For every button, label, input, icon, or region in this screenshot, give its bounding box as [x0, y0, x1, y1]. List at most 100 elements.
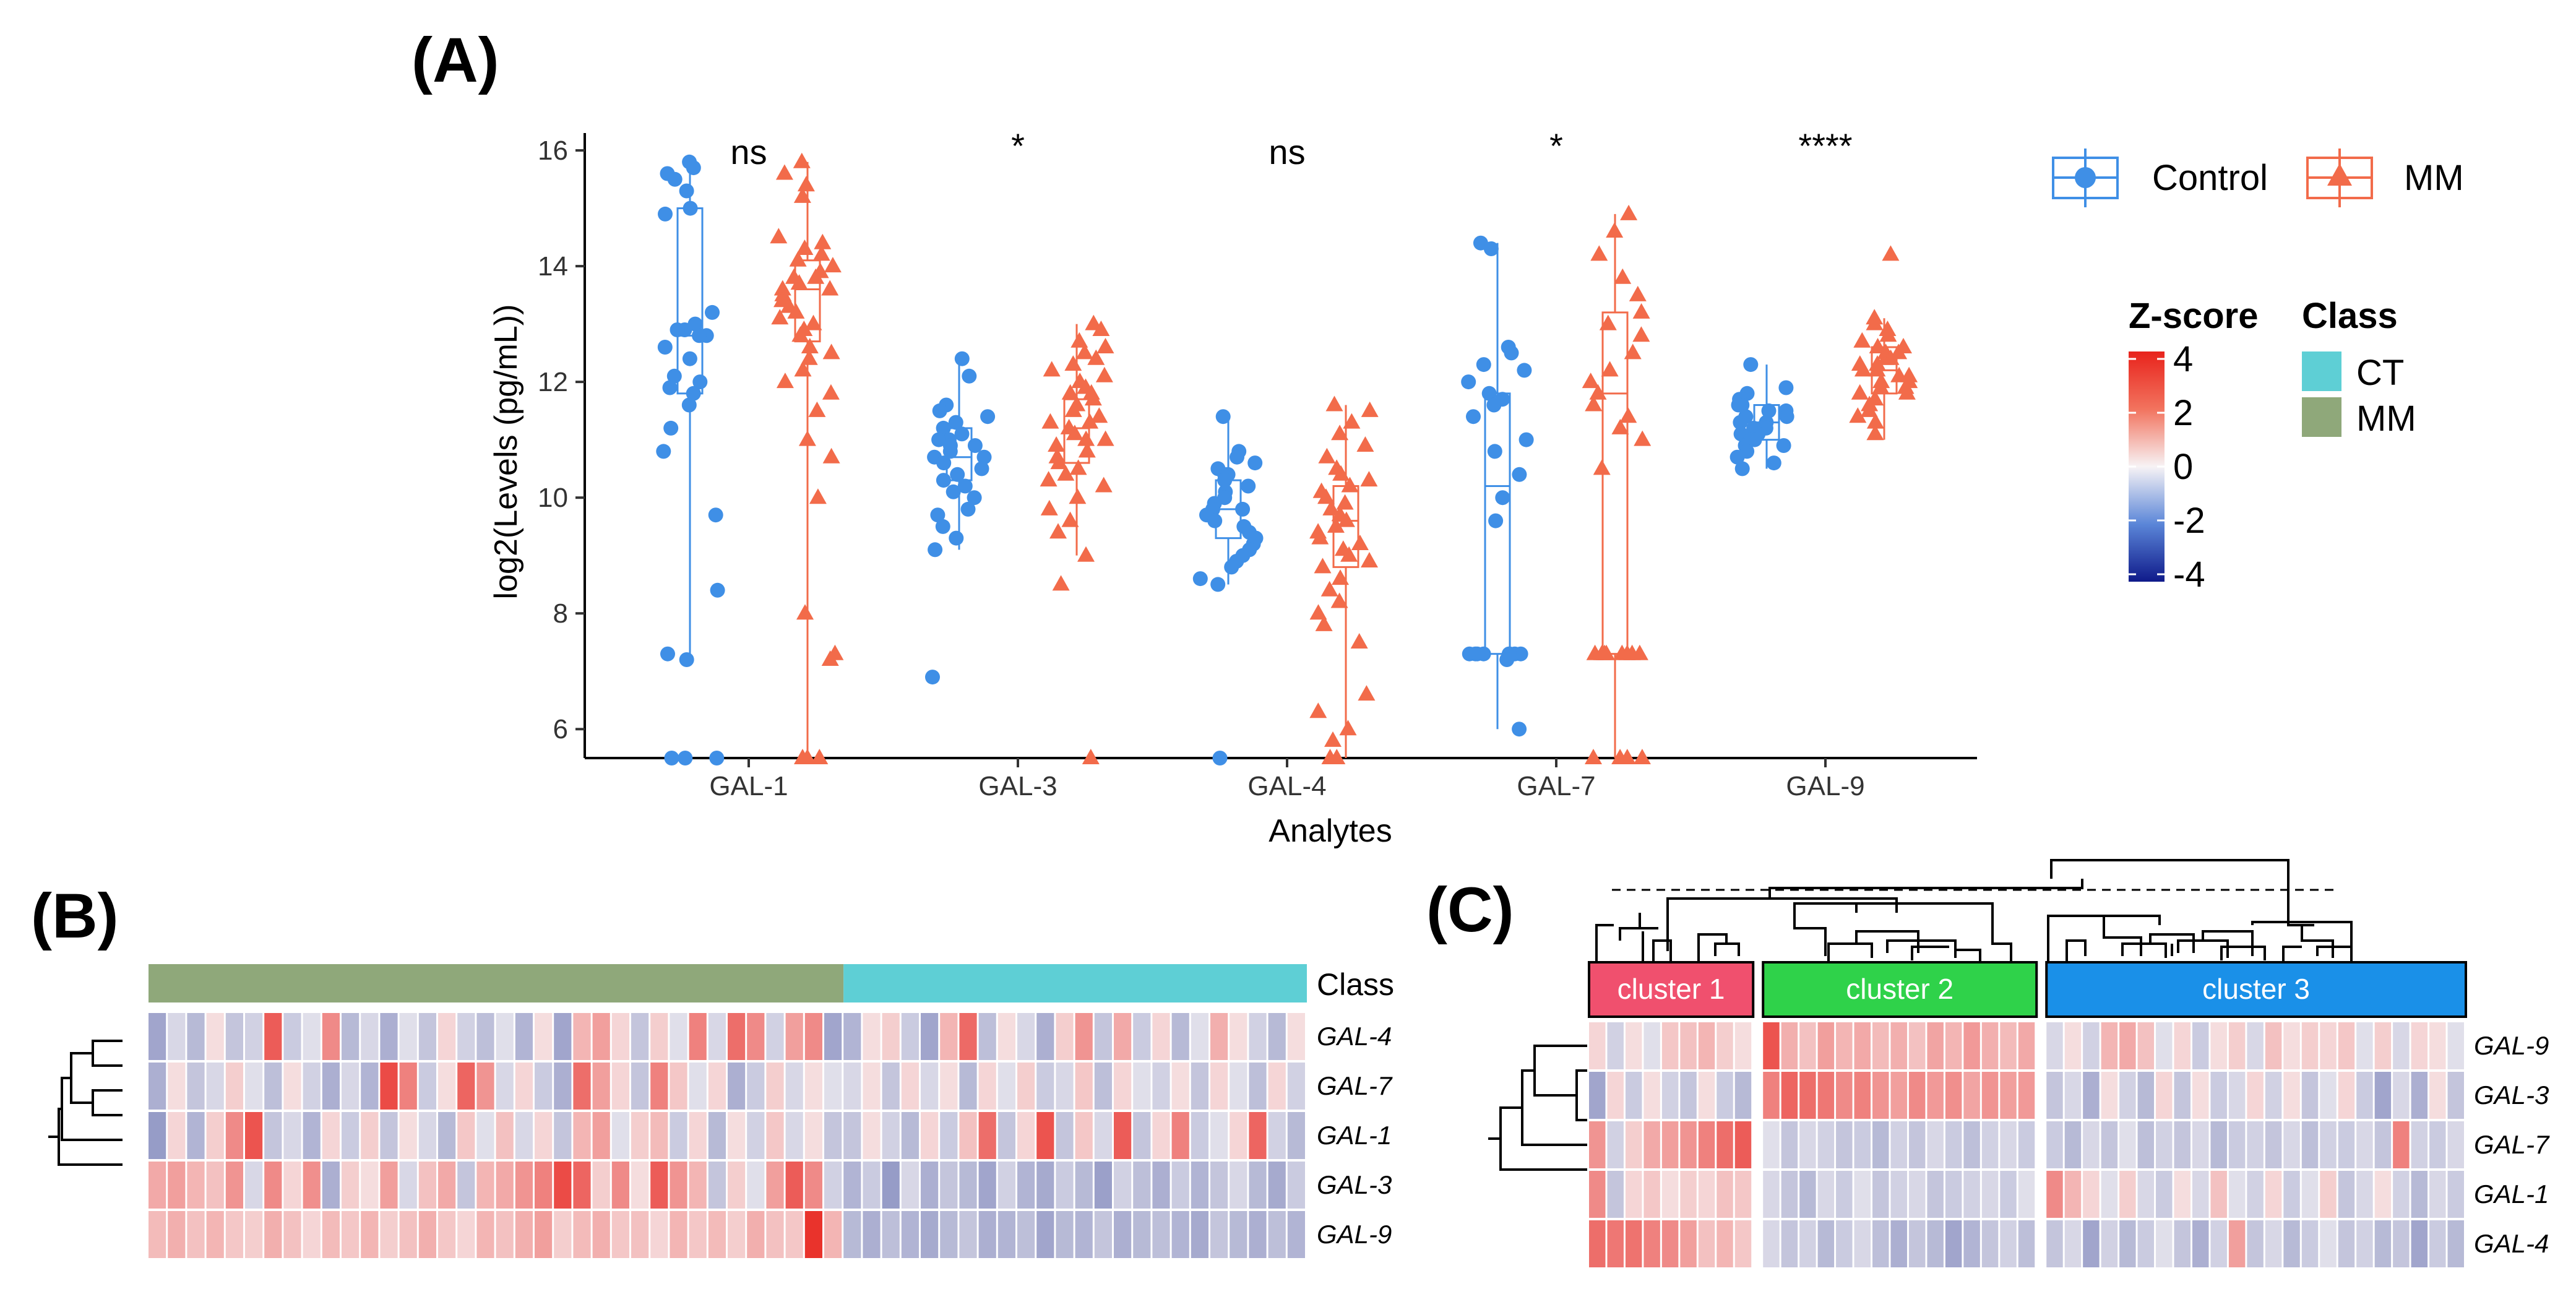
heatmap-c-cell	[2192, 1121, 2209, 1168]
heatmap-c-cell	[1680, 1220, 1697, 1267]
heatmap-b-cell	[592, 1211, 610, 1258]
point-mm	[1077, 546, 1095, 562]
heatmap-c-row-label: GAL-4	[2474, 1229, 2549, 1258]
heatmap-c-cell	[2301, 1220, 2319, 1267]
heatmap-c-cell	[1927, 1022, 1944, 1069]
point-control	[692, 374, 708, 390]
point-mm	[1593, 644, 1611, 660]
point-control	[967, 438, 983, 453]
heatmap-b-cell	[1114, 1211, 1132, 1258]
heatmap-c-cell	[2356, 1072, 2373, 1119]
heatmap-b-cell	[901, 1112, 919, 1159]
heatmap-c-cell	[2283, 1121, 2300, 1168]
heatmap-b-cell	[921, 1211, 939, 1258]
heatmap-c-cell	[2447, 1022, 2464, 1069]
point-control	[657, 340, 673, 355]
heatmap-b-cell	[1287, 1112, 1305, 1159]
heatmap-c-cell	[1945, 1022, 1962, 1069]
heatmap-c-cell	[2000, 1220, 2017, 1267]
heatmap-b-cell	[592, 1063, 610, 1110]
heatmap-b-cell	[418, 1162, 436, 1209]
point-control	[1778, 380, 1794, 395]
heatmap-b-cell	[1230, 1063, 1247, 1110]
point-control	[1241, 478, 1256, 494]
point-control	[660, 646, 675, 662]
heatmap-b-cell	[187, 1063, 205, 1110]
heatmap-c-cell	[1717, 1171, 1733, 1218]
point-control	[950, 467, 965, 482]
heatmap-c-cell	[1680, 1072, 1697, 1119]
heatmap-b-cell	[1230, 1211, 1247, 1258]
heatmap-b-cell	[438, 1211, 456, 1258]
point-control	[1733, 415, 1748, 430]
heatmap-c-cell	[1589, 1171, 1606, 1218]
heatmap-b-cell	[901, 1013, 919, 1060]
heatmap-c-cell	[2429, 1121, 2446, 1168]
heatmap-b-cell	[708, 1112, 726, 1159]
heatmap-b-cell	[149, 1112, 166, 1159]
heatmap-c-cell	[1945, 1121, 1962, 1168]
heatmap-b-cell	[940, 1112, 958, 1159]
heatmap-c-cell	[2083, 1121, 2100, 1168]
heatmap-c-cell	[2247, 1220, 2264, 1267]
point-mm	[1327, 517, 1345, 533]
box-control	[1484, 243, 1511, 730]
heatmap-b-cell	[438, 1112, 456, 1159]
heatmap-c-cell	[2064, 1022, 2082, 1069]
heatmap-c-cell	[2192, 1171, 2209, 1218]
point-control	[931, 432, 947, 447]
heatmap-b-cell	[361, 1013, 379, 1060]
point-mm	[814, 233, 832, 249]
heatmap-b-cell	[631, 1211, 649, 1258]
heatmap-c-cell	[2137, 1072, 2155, 1119]
heatmap-c-cell	[2119, 1171, 2136, 1218]
heatmap-b-cell	[303, 1013, 321, 1060]
heatmap-b-cell	[399, 1063, 417, 1110]
class-bar-mm	[149, 964, 844, 1002]
heatmap-b-cell	[1191, 1112, 1208, 1159]
heatmap-c-cell	[2000, 1022, 2017, 1069]
heatmap-b-row-label: GAL-4	[1317, 1022, 1392, 1051]
zscore-legend-title: Z-score	[2129, 296, 2259, 336]
heatmap-b-cell	[476, 1112, 494, 1159]
heatmap-b-cell	[1075, 1162, 1093, 1209]
heatmap-c-cell	[2356, 1171, 2373, 1218]
point-mm	[1075, 343, 1093, 360]
heatmap-b-cell	[342, 1211, 360, 1258]
point-mm	[1633, 749, 1651, 764]
point-mm	[1317, 488, 1335, 504]
heatmap-b-cell	[535, 1013, 553, 1060]
heatmap-c-cell	[1680, 1022, 1697, 1069]
heatmap-b-cell	[515, 1211, 533, 1258]
point-control	[656, 444, 671, 459]
heatmap-c-row-label: GAL-9	[2474, 1031, 2549, 1060]
heatmap-b-cell	[496, 1162, 514, 1209]
heatmap-b-cell	[882, 1112, 900, 1159]
heatmap-b-cell	[245, 1013, 263, 1060]
y-axis-ticks: 6 8 10 12 14 16	[538, 136, 585, 744]
heatmap-c-cell	[2174, 1171, 2190, 1218]
point-mm	[790, 274, 808, 290]
point-mm	[1332, 465, 1350, 481]
point-control	[1192, 571, 1208, 587]
point-mm	[796, 239, 814, 255]
heatmap-b-cell	[554, 1013, 572, 1060]
heatmap-b-cell	[1017, 1211, 1035, 1258]
heatmap-c-cell	[1643, 1220, 1660, 1267]
heatmap-c-cell	[2301, 1022, 2319, 1069]
heatmap-b-cell	[921, 1013, 939, 1060]
heatmap-c-cell	[2064, 1171, 2082, 1218]
heatmap-b-cell	[1036, 1063, 1054, 1110]
zscore-tick-label: -4	[2173, 554, 2205, 595]
panel-a-boxplot: 6 8 10 12 14 16 GAL-1 GAL-3 GAL-4 GAL-7 GAL-9 ns *…	[488, 126, 1977, 849]
heatmap-c-cell	[1717, 1022, 1733, 1069]
heatmap-c-cell	[2429, 1220, 2446, 1267]
point-mm	[807, 268, 825, 284]
heatmap-b-cell	[361, 1211, 379, 1258]
heatmap-b-cell	[959, 1211, 977, 1258]
heatmap-c-cell	[1763, 1072, 1780, 1119]
point-mm	[1361, 552, 1378, 567]
point-control	[1247, 455, 1263, 471]
heatmap-c-row-dendrogram	[1488, 1045, 1587, 1171]
heatmap-b-cell	[708, 1063, 726, 1110]
